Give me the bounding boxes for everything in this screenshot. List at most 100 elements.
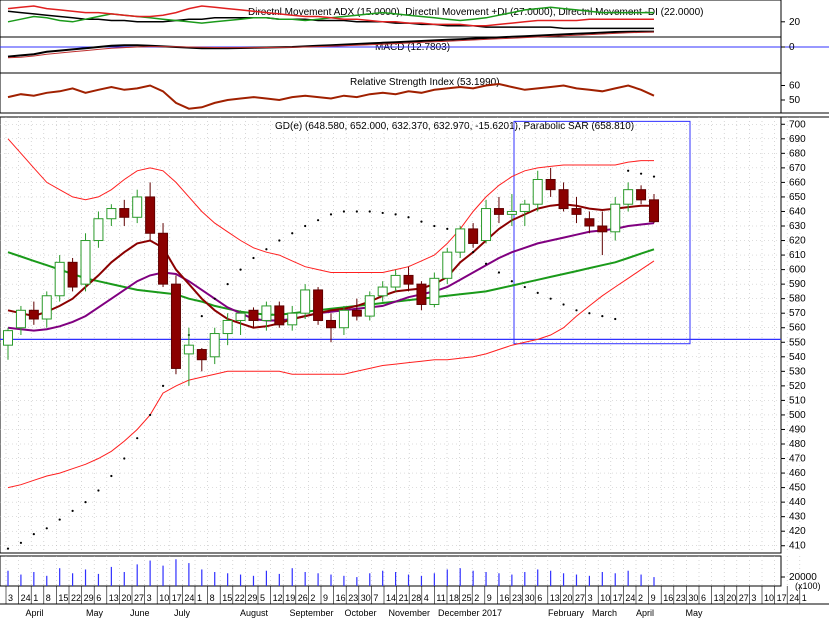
x-day-tick-label: 3	[588, 593, 593, 603]
x-day-tick-label: 21	[399, 593, 409, 603]
sar-dot	[265, 248, 268, 251]
x-day-tick-label: 23	[348, 593, 358, 603]
candle-body	[3, 330, 13, 346]
sar-dot	[329, 213, 333, 216]
volume-unit-label: (x100)	[795, 581, 821, 591]
x-day-tick-label: 28	[411, 593, 421, 603]
ma-long-line	[7, 248, 655, 316]
sar-dot	[316, 219, 320, 222]
x-day-tick-label: 22	[71, 593, 81, 603]
candle-body	[209, 333, 220, 358]
sar-dot	[394, 213, 397, 216]
x-day-tick-label: 13	[550, 593, 560, 603]
x-day-tick-label: 15	[58, 593, 68, 603]
price-y-tick-label: 690	[789, 134, 806, 145]
sar-dot	[161, 384, 165, 387]
sar-dot	[652, 175, 656, 178]
price-y-tick-label: 550	[789, 337, 806, 348]
x-day-tick-label: 10	[764, 593, 774, 603]
candle-body	[610, 203, 621, 233]
price-y-tick-label: 450	[789, 483, 806, 494]
rsi-y-tick-label: 50	[789, 95, 801, 106]
sar-dot	[213, 297, 216, 300]
candle-body	[196, 349, 207, 361]
candle-body	[106, 208, 117, 220]
candle-body	[545, 178, 556, 191]
candle-body	[326, 319, 336, 329]
x-day-tick-label: 17	[172, 593, 182, 603]
candle-body	[119, 208, 130, 218]
x-axis: 3 24 1 8 15 22 29 6 13 20 27 3 10 17 24 1 8 15 22 29 5 12 19 26…	[0, 586, 829, 618]
candle-body	[300, 289, 311, 314]
sar-dot	[627, 169, 630, 172]
sar-dot	[472, 251, 475, 254]
x-day-tick-label: 9	[487, 593, 492, 603]
price-y-tick-label: 630	[789, 221, 806, 232]
x-day-tick-label: 12	[273, 593, 283, 603]
candle-body	[481, 208, 492, 242]
sar-dot	[200, 315, 203, 318]
highlight-box	[513, 120, 691, 345]
price-y-tick-label: 640	[789, 206, 806, 217]
sar-dot	[226, 283, 229, 286]
macd-panel: MACD (12.7803) 0	[0, 30, 829, 59]
price-y-tick-label: 610	[789, 250, 806, 261]
sar-dot	[433, 224, 436, 228]
x-day-tick-label: 27	[575, 593, 585, 603]
x-month-label: August	[240, 608, 269, 618]
x-day-tick-label: 6	[701, 593, 706, 603]
x-day-tick-label: 3	[8, 593, 13, 603]
x-day-tick-label: 4	[424, 593, 429, 603]
sar-dot	[45, 527, 48, 530]
price-y-tick-label: 540	[789, 352, 806, 363]
candle-body	[455, 228, 466, 253]
sar-dot	[355, 210, 358, 213]
candle-body	[416, 283, 427, 305]
sar-dot	[84, 501, 87, 504]
candle-body	[429, 277, 440, 305]
x-day-tick-label: 24	[625, 593, 635, 603]
candle-body	[313, 289, 324, 321]
x-day-tick-label: 13	[109, 593, 119, 603]
x-day-tick-label: 27	[134, 593, 144, 603]
candle-body	[403, 274, 414, 285]
price-y-tick-label: 530	[789, 366, 806, 377]
candle-body	[158, 232, 169, 285]
x-day-tick-label: 2	[638, 593, 643, 603]
bollinger-lower-line	[7, 260, 655, 489]
x-day-tick-label: 3	[147, 593, 152, 603]
price-y-tick-label: 650	[789, 192, 806, 203]
sar-dot	[536, 291, 539, 294]
price-y-tick-label: 470	[789, 454, 806, 465]
x-day-tick-label: 29	[247, 593, 257, 603]
candle-body	[351, 309, 362, 317]
x-day-tick-label: 13	[714, 593, 724, 603]
price-frame	[0, 116, 782, 554]
candle-body	[170, 283, 181, 369]
sar-dot	[32, 533, 35, 536]
price-y-tick-label: 580	[789, 294, 806, 305]
price-y-tick-label: 560	[789, 323, 806, 334]
sar-dot	[446, 227, 449, 231]
x-day-tick-label: 18	[449, 593, 459, 603]
sar-dot	[136, 437, 139, 440]
sar-dot	[420, 220, 423, 223]
x-month-label: July	[174, 608, 191, 618]
price-y-tick-label: 570	[789, 308, 806, 319]
dmi-panel: Directnl Movement ADX (15.0000), Directn…	[7, 5, 801, 30]
price-panel-title: GD(e) (648.580, 652.000, 632.370, 632.97…	[275, 121, 634, 132]
x-day-tick-label: 7	[373, 593, 378, 603]
ma-mid-line	[7, 222, 655, 332]
x-day-tick-label: 23	[676, 593, 686, 603]
rsi-panel-title: Relative Strength Index (53.1990)	[350, 77, 500, 88]
x-day-tick-label: 1	[197, 593, 202, 603]
price-y-tick-label: 660	[789, 177, 806, 188]
sar-dot	[497, 271, 501, 274]
candle-body	[248, 309, 259, 321]
x-day-tick-label: 8	[210, 593, 215, 603]
x-day-tick-label: 20	[121, 593, 131, 603]
dmi-panel-title: Directnl Movement ADX (15.0000), Directn…	[248, 7, 703, 18]
price-y-tick-label: 480	[789, 439, 806, 450]
x-day-tick-label: 14	[386, 593, 396, 603]
x-day-tick-label: 8	[46, 593, 51, 603]
